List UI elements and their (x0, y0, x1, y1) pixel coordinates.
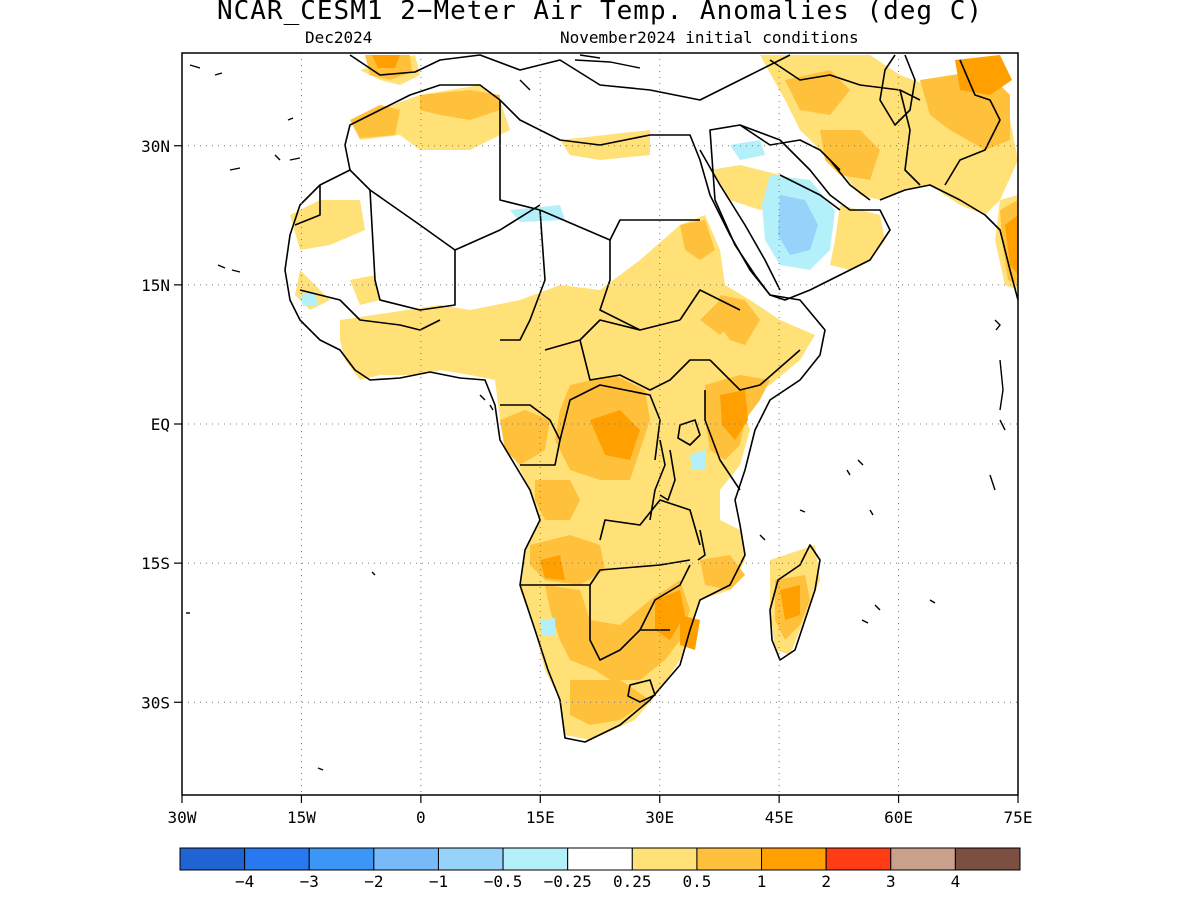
valid-month: Dec2024 (305, 28, 373, 47)
anomaly-shading-blue (300, 140, 835, 635)
x-tick-label: 75E (1004, 808, 1033, 827)
x-axis-ticks: 30W 15W 0 15E 30E 45E 60E 75E (168, 795, 1033, 827)
arabia-coastline (709, 124, 891, 301)
x-tick-label: 15W (287, 808, 316, 827)
colorbar-swatch (696, 847, 763, 871)
colorbar-swatch (244, 847, 310, 871)
west-africa-border-1 (369, 189, 456, 311)
colorbar: −4 −3 −2 −1 −0.5 −0.25 0.25 0.5 1 2 3 4 (179, 847, 1021, 891)
colorbar-swatch (954, 847, 1021, 871)
colorbar-label: −4 (235, 872, 254, 891)
east-border-2 (704, 390, 741, 491)
middle-east-border-1 (739, 124, 841, 171)
asia-coastline (879, 184, 1018, 301)
y-axis-ticks: 30N 15N EQ 15S 30S (141, 137, 182, 712)
north-africa-border-1 (349, 169, 541, 251)
y-tick-label: 15S (141, 554, 170, 573)
caspian-coast (879, 54, 916, 126)
central-border-2 (579, 339, 710, 391)
central-border-5 (559, 384, 661, 461)
southern-border-1 (520, 559, 691, 586)
colorbar-swatch (631, 847, 698, 871)
x-tick-label: 30W (168, 808, 197, 827)
lake-malawi (697, 529, 706, 561)
colorbar-swatch (179, 847, 246, 871)
colorbar-label: −2 (364, 872, 383, 891)
x-tick-label: 0 (416, 808, 426, 827)
colorbar-label: −3 (300, 872, 319, 891)
colorbar-swatch (373, 847, 439, 871)
colorbar-label: 4 (951, 872, 961, 891)
southern-border-4 (599, 499, 701, 546)
europe-coastline (349, 54, 791, 101)
colorbar-swatch (567, 847, 633, 871)
x-tick-label: 30E (645, 808, 674, 827)
central-border-3 (679, 289, 741, 321)
colorbar-label: 2 (821, 872, 831, 891)
colorbar-swatch (502, 847, 569, 871)
middle-east-border-3 (769, 59, 921, 101)
north-africa-border-2 (499, 100, 541, 211)
initial-conditions: November2024 initial conditions (560, 28, 859, 47)
chart-title: NCAR_CESM1 2−Meter Air Temp. Anomalies (… (216, 0, 984, 26)
colorbar-swatch (890, 847, 956, 871)
colorbar-label: 3 (886, 872, 896, 891)
east-border-1 (709, 349, 801, 391)
west-africa-border-3 (294, 185, 321, 226)
colorbar-swatch (761, 847, 827, 871)
west-africa-border-2 (500, 209, 546, 341)
colorbar-label: 0.5 (682, 872, 711, 891)
colorbar-label: −1 (429, 872, 448, 891)
islands (186, 54, 1006, 771)
colorbar-swatch (437, 847, 504, 871)
middle-east-border-4 (899, 89, 921, 186)
southern-border-2 (589, 585, 670, 661)
madagascar-coastline (769, 544, 821, 661)
colorbar-label: −0.5 (484, 872, 523, 891)
lake-victoria (677, 419, 701, 446)
middle-east-border-5 (944, 59, 1001, 186)
coastlines-borders (284, 54, 1018, 743)
west-africa-border-4 (299, 289, 441, 331)
map-area (182, 53, 1018, 795)
y-tick-label: EQ (151, 415, 170, 434)
central-border-1 (544, 319, 641, 351)
y-tick-label: 30N (141, 137, 170, 156)
lesotho (627, 679, 656, 703)
persian-gulf (829, 159, 871, 201)
middle-east-border-2 (779, 174, 841, 211)
africa-coastline (284, 84, 826, 743)
grid-lines (182, 53, 1018, 795)
red-sea (699, 149, 781, 291)
y-tick-label: 30S (141, 693, 170, 712)
colorbar-label: −0.25 (544, 872, 592, 891)
central-border-4 (500, 404, 561, 466)
colorbar-label: 1 (757, 872, 767, 891)
y-tick-label: 15N (141, 276, 170, 295)
x-tick-label: 45E (765, 808, 794, 827)
colorbar-swatch (825, 847, 892, 871)
colorbar-swatch (308, 847, 375, 871)
x-tick-label: 15E (526, 808, 555, 827)
colorbar-label: 0.25 (613, 872, 652, 891)
southern-border-3 (639, 564, 691, 631)
x-tick-label: 60E (884, 808, 913, 827)
lake-tanganyika (659, 449, 676, 501)
east-africa-lakes (649, 439, 666, 521)
north-africa-border-3 (539, 209, 700, 241)
north-africa-border-4 (599, 240, 681, 331)
